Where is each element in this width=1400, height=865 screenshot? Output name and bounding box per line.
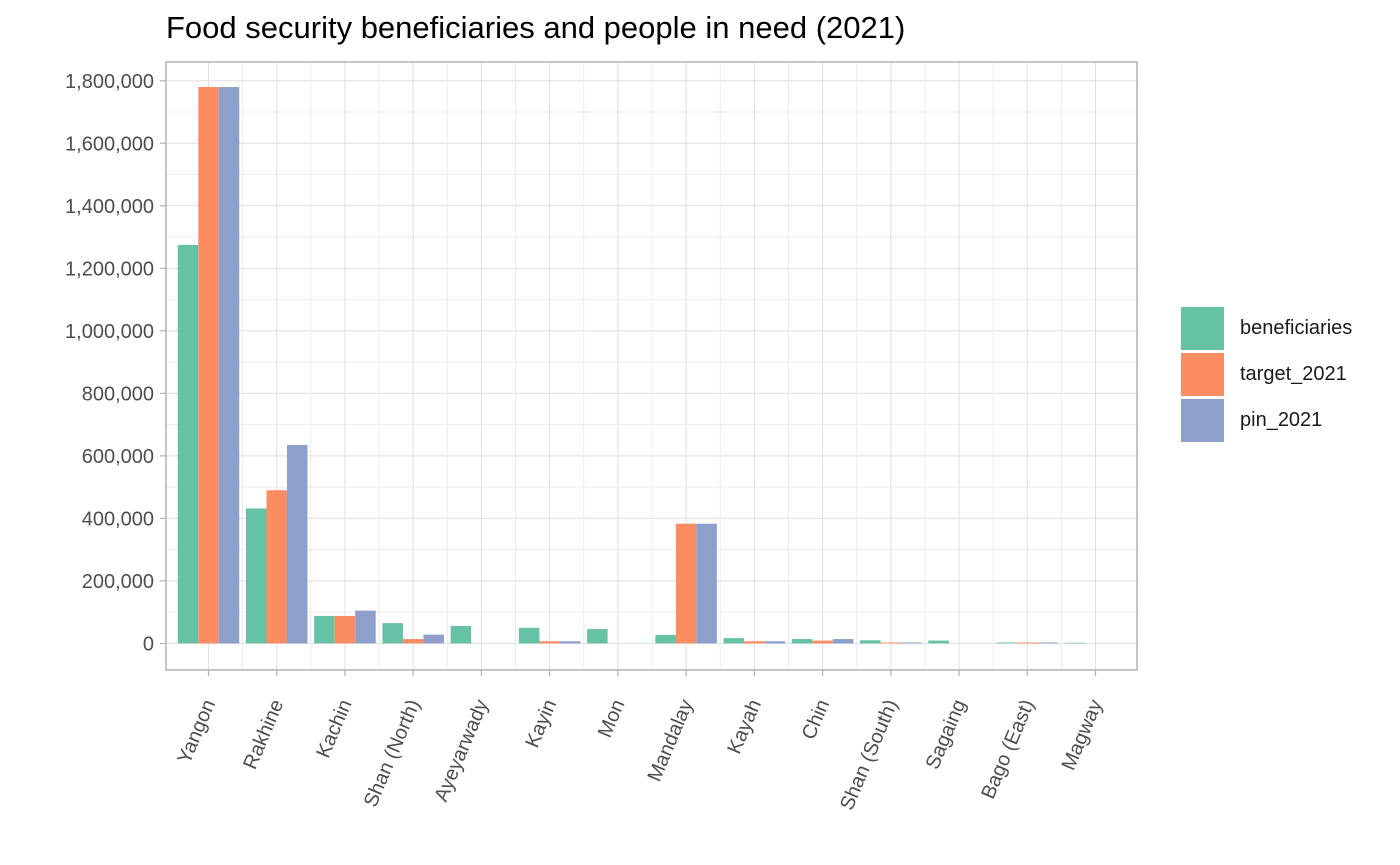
y-tick-label: 0 (143, 633, 154, 655)
bar-beneficiaries-mon (587, 629, 608, 644)
grid-lines (166, 62, 1137, 670)
y-tick-label: 1,800,000 (65, 71, 154, 93)
bar-beneficiaries-mandalay (655, 634, 676, 644)
bar-pin_2021-kayah (764, 641, 786, 644)
x-tick-label: Ayeyarwady (430, 696, 493, 805)
bar-beneficiaries-kayin (518, 627, 540, 644)
bar-beneficiaries-shan-south- (860, 640, 881, 644)
bar-beneficiaries-rakhine (245, 508, 267, 644)
bar-pin_2021-mandalay (696, 523, 717, 644)
legend-item-pin_2021: pin_2021 (1181, 397, 1352, 443)
legend-label: pin_2021 (1240, 408, 1323, 431)
x-tick-label: Kayah (724, 696, 766, 757)
bar-pin_2021-kayin (559, 641, 581, 644)
x-tick-label: Rakhine (239, 696, 288, 772)
x-tick-label: Mandalay (644, 696, 698, 784)
y-tick-label: 800,000 (82, 383, 154, 405)
x-tick-label: Shan (North) (360, 696, 425, 810)
legend-item-target_2021: target_2021 (1181, 351, 1352, 397)
bar-pin_2021-shan-north- (423, 634, 444, 644)
bar-beneficiaries-magway (1064, 642, 1086, 644)
x-tick-label: Yangon (173, 696, 220, 767)
bar-beneficiaries-kachin (314, 615, 335, 644)
x-tick-label: Mon (594, 696, 629, 740)
x-tick-label: Magway (1058, 696, 1107, 773)
chart-title: Food security beneficiaries and people i… (166, 10, 906, 45)
x-tick-label: Bago (East) (977, 696, 1039, 802)
legend-label: target_2021 (1240, 362, 1347, 385)
y-tick-label: 1,200,000 (65, 258, 154, 280)
bar-target_2021-chin (812, 640, 833, 644)
bar-beneficiaries-bago-east- (996, 642, 1018, 644)
bar-beneficiaries-sagaing (928, 640, 949, 644)
bar-pin_2021-kachin (355, 610, 376, 644)
legend-swatch (1181, 398, 1224, 442)
y-tick-label: 1,600,000 (65, 133, 154, 155)
y-tick-label: 400,000 (82, 508, 154, 530)
bar-beneficiaries-yangon (177, 244, 199, 644)
legend-swatch (1181, 352, 1224, 396)
x-tick-label: Sagaing (922, 696, 971, 772)
bar-target_2021-kayah (744, 641, 765, 644)
bar-target_2021-mandalay (675, 523, 697, 644)
x-tick-label: Kachin (312, 696, 356, 761)
bar-beneficiaries-kayah (723, 638, 745, 644)
x-tick-label: Kayin (521, 696, 561, 751)
bars (177, 87, 1086, 644)
bar-target_2021-shan-north- (402, 639, 424, 644)
y-tick-label: 1,000,000 (65, 321, 154, 343)
bar-pin_2021-shan-south- (901, 642, 922, 644)
bar-pin_2021-chin (832, 639, 854, 644)
bar-pin_2021-bago-east- (1037, 642, 1059, 644)
bar-target_2021-bago-east- (1017, 642, 1038, 644)
legend-item-beneficiaries: beneficiaries (1181, 305, 1352, 351)
bar-beneficiaries-chin (791, 639, 813, 644)
bar-target_2021-kachin (334, 615, 356, 644)
legend: beneficiaries target_2021 pin_2021 (1181, 305, 1352, 443)
bar-target_2021-rakhine (266, 490, 287, 644)
bar-target_2021-yangon (198, 87, 219, 644)
bar-beneficiaries-shan-north- (382, 623, 403, 644)
legend-label: beneficiaries (1240, 316, 1353, 339)
legend-swatch (1181, 306, 1224, 350)
y-tick-label: 600,000 (82, 446, 154, 468)
bar-beneficiaries-ayeyarwady (450, 625, 472, 644)
bar-pin_2021-rakhine (286, 444, 308, 644)
x-tick-label: Shan (South) (836, 696, 902, 813)
plot-panel-border (165, 61, 1138, 671)
y-tick-label: 200,000 (82, 571, 154, 593)
bar-target_2021-shan-south- (880, 642, 902, 644)
bar-pin_2021-yangon (218, 87, 240, 644)
bar-target_2021-kayin (539, 641, 560, 644)
y-tick-label: 1,400,000 (65, 196, 154, 218)
x-tick-label: Chin (798, 696, 834, 742)
